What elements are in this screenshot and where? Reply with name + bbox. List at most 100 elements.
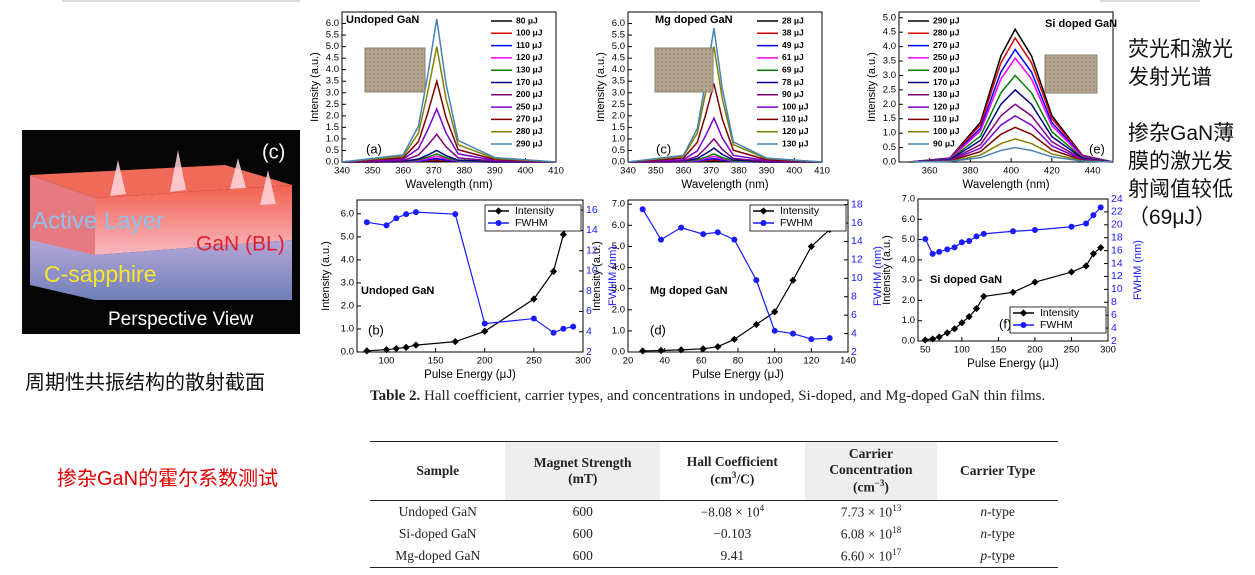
header-line: Hall Coefficient xyxy=(662,454,803,470)
y2-tick-label: 8 xyxy=(1111,296,1117,308)
series-line xyxy=(909,56,1114,163)
y2-tick-label: 2 xyxy=(1111,335,1117,347)
legend-label: 120 μJ xyxy=(933,101,960,111)
y2-tick-label: 8 xyxy=(851,291,857,303)
marker xyxy=(403,211,410,218)
table-caption: Table 2. Hall coefficient, carrier types… xyxy=(370,386,1070,407)
cell-text: Si-doped GaN xyxy=(398,525,477,541)
y-tick-label: 0.0 xyxy=(341,347,354,358)
legend-label: 110 μJ xyxy=(516,40,542,50)
marker xyxy=(808,336,815,343)
x-tick-label: 300 xyxy=(1100,345,1116,356)
chart-title: Mg doped GaN xyxy=(650,285,728,297)
y-tick-label: 4.0 xyxy=(341,254,354,265)
cell-text: -type xyxy=(987,547,1015,563)
legend-label: FWHM xyxy=(1040,319,1073,331)
y-tick-label: 0.5 xyxy=(612,145,625,156)
y-tick-label: 6.0 xyxy=(326,18,339,29)
table-row: Si-doped GaN 600 −0.103 6.08 × 1018 n-type xyxy=(370,523,1058,545)
cell-text: Carrier xyxy=(848,446,894,461)
marker xyxy=(943,329,951,337)
y-axis-label: Intensity (a.u.) xyxy=(591,241,603,311)
x-tick-label: 400 xyxy=(517,166,533,177)
marker xyxy=(789,276,797,284)
x-axis-label: Wavelength (nm) xyxy=(962,179,1049,191)
marker xyxy=(678,224,685,231)
cell-text: Hall Coefficient xyxy=(686,454,778,469)
marker xyxy=(363,219,370,226)
x-tick-label: 60 xyxy=(696,356,707,367)
chart-title: Si doped GaN xyxy=(1045,18,1117,30)
cell-text: 9.41 xyxy=(720,547,745,563)
spike xyxy=(170,150,186,192)
table-cell: 9.41 xyxy=(660,544,805,568)
schematic: (c) Active Layer GaN (BL) C-sapphire Per… xyxy=(22,130,300,334)
marker xyxy=(481,327,489,335)
table-cell: −0.103 xyxy=(660,523,805,545)
y2-tick-label: 10 xyxy=(586,265,598,277)
table-cell: 600 xyxy=(505,500,660,523)
marker xyxy=(958,239,965,246)
chart-title: Undoped GaN xyxy=(361,285,434,297)
marker xyxy=(1019,309,1028,317)
table-row: Mg-doped GaN 600 9.41 6.60 × 1017 p-type xyxy=(370,544,1058,568)
series-line xyxy=(341,133,557,163)
cell-text: Undoped GaN xyxy=(398,503,477,519)
series-line xyxy=(341,106,557,163)
caption-text: Hall coefficient, carrier types, and con… xyxy=(424,388,1046,404)
x-tick-label: 40 xyxy=(659,356,670,367)
cell-text: Magnet Strength xyxy=(533,454,632,470)
marker xyxy=(383,222,390,229)
marker xyxy=(658,236,664,243)
x-tick-label: 360 xyxy=(675,166,691,177)
y-tick-label: 5.0 xyxy=(326,41,339,52)
layer-label: GaN (BL) xyxy=(196,233,285,256)
y-tick-label: 3.5 xyxy=(612,76,625,87)
y2-tick-label: 18 xyxy=(851,198,863,210)
header-line: Concentration xyxy=(807,462,936,478)
y2-tick-label: 10 xyxy=(851,272,863,284)
x-tick-label: 250 xyxy=(1064,345,1080,356)
y-tick-label: 5.0 xyxy=(341,231,354,242)
series-line xyxy=(909,126,1114,163)
legend-label: 100 μJ xyxy=(782,101,809,111)
x-tick-label: 200 xyxy=(1027,345,1043,356)
side-note: 荧光和激光发射光谱 xyxy=(1128,38,1233,89)
marker xyxy=(935,333,943,341)
header-line: (mT) xyxy=(507,471,658,487)
y-axis-label: Intensity (a.u.) xyxy=(309,52,321,122)
top-face xyxy=(30,165,292,198)
y-tick-label: 2.5 xyxy=(612,99,625,110)
y-axis-label: Intensity (a.u.) xyxy=(881,235,893,305)
schematic-caption: 周期性共振结构的散射截面 xyxy=(25,372,265,394)
cell-sup: 3 xyxy=(731,470,737,480)
x-tick-label: 120 xyxy=(803,356,819,367)
legend-label: 170 μJ xyxy=(933,77,960,87)
y2-tick-label: 16 xyxy=(1111,244,1123,256)
marker xyxy=(412,341,420,349)
y-tick-label: 1.0 xyxy=(902,315,915,326)
cell-text: 600 xyxy=(572,547,593,563)
y2-tick-label: 18 xyxy=(1111,232,1123,244)
header-row: Sample Magnet Strength (mT) Hall Coefficien… xyxy=(370,441,1058,501)
marker xyxy=(760,220,767,226)
active-layer xyxy=(95,185,292,255)
marker xyxy=(752,320,760,329)
header-line: Carrier Type xyxy=(939,463,1056,479)
series-line xyxy=(341,78,557,163)
marker xyxy=(1090,212,1097,219)
y-tick-label: 6.0 xyxy=(612,220,625,231)
legend-label: 90 μJ xyxy=(933,138,955,148)
cell-text: (mT) xyxy=(568,470,598,486)
y2-tick-label: 2 xyxy=(586,346,592,358)
marker xyxy=(730,335,738,343)
panel-label: (b) xyxy=(368,322,384,337)
y-axis-label: Intensity (a.u.) xyxy=(320,241,332,311)
x-axis-label: Wavelength (nm) xyxy=(405,179,492,191)
table-cell: Mg-doped GaN xyxy=(370,544,506,568)
legend-label: 130 μJ xyxy=(933,89,960,99)
marker xyxy=(699,345,707,353)
legend-label: Intensity xyxy=(780,205,820,217)
legend-label: 90 μJ xyxy=(782,89,804,99)
